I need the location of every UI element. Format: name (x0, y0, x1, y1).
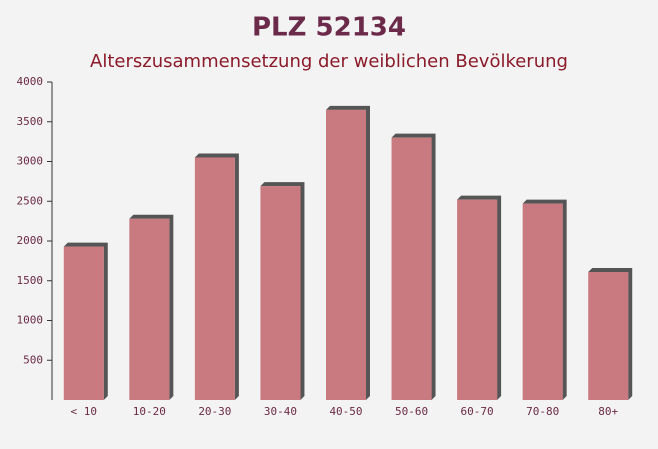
x-tick-label: 10-20 (133, 405, 166, 418)
chart-subtitle: Alterszusammensetzung der weiblichen Bev… (90, 51, 568, 72)
bar (391, 137, 432, 400)
x-tick-label: 70-80 (526, 405, 559, 418)
x-tick-label: 40-50 (329, 405, 362, 418)
y-tick-label: 2500 (17, 194, 44, 207)
bar (326, 109, 366, 400)
bar (63, 246, 104, 400)
y-tick-label: 4000 (17, 75, 44, 88)
x-tick-label: 80+ (598, 405, 618, 418)
x-tick-label: 30-40 (264, 405, 297, 418)
x-tick-label: < 10 (71, 405, 98, 418)
bar (194, 157, 235, 400)
y-tick-label: 3500 (17, 115, 44, 128)
y-tick-label: 1000 (17, 314, 44, 327)
y-tick-label: 1500 (17, 274, 44, 287)
y-tick-label: 2000 (17, 234, 44, 247)
x-tick-label: 20-30 (198, 405, 231, 418)
y-tick-label: 3000 (17, 155, 44, 168)
x-tick-label: 50-60 (395, 405, 428, 418)
bar (522, 203, 563, 400)
x-tick-label: 60-70 (461, 405, 494, 418)
bar (588, 272, 629, 400)
bar (457, 199, 498, 400)
bar (260, 186, 301, 400)
bar (129, 218, 170, 400)
y-tick-label: 500 (23, 353, 43, 366)
chart-title: PLZ 52134 (252, 13, 406, 43)
